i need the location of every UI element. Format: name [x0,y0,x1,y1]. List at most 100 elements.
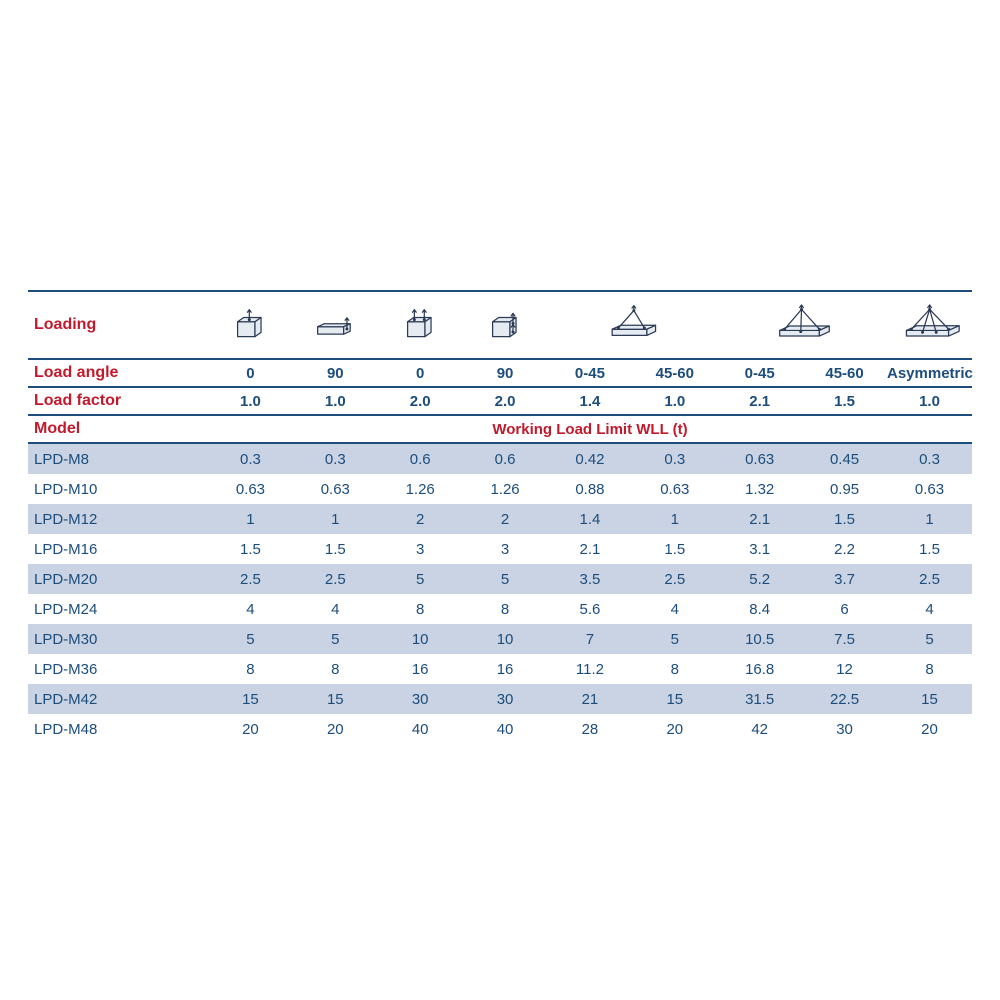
table-row: LPD-M80.30.30.60.60.420.30.630.450.3 [28,443,972,474]
wll-cell: 1 [293,504,378,534]
wll-cell: 1.5 [293,534,378,564]
wll-cell: 15 [208,684,293,714]
model-cell: LPD-M42 [28,684,208,714]
wll-cell: 16 [378,654,463,684]
wll-cell: 0.88 [548,474,633,504]
model-cell: LPD-M16 [28,534,208,564]
wll-cell: 8 [293,654,378,684]
wll-cell: 2.1 [548,534,633,564]
loading-icon [378,291,463,359]
wll-cell: 11.2 [548,654,633,684]
wll-cell: 0.3 [632,443,717,474]
wll-cell: 3.7 [802,564,887,594]
wll-cell: 2.2 [802,534,887,564]
wll-cell: 1.26 [378,474,463,504]
wll-cell: 40 [378,714,463,744]
wll-cell: 0.3 [208,443,293,474]
wll-cell: 16.8 [717,654,802,684]
angle-value: 45-60 [632,359,717,387]
factor-label: Load factor [28,387,208,415]
loading-icon [717,291,887,359]
wll-cell: 42 [717,714,802,744]
angle-value: 90 [463,359,548,387]
model-cell: LPD-M48 [28,714,208,744]
wll-cell: 3 [378,534,463,564]
page: Loading Load angle 0900900-4545-600-4545… [0,0,1000,1000]
factor-value: 1.5 [802,387,887,415]
wll-cell: 30 [378,684,463,714]
angle-value: Asymmetric [887,359,972,387]
wll-cell: 5 [378,564,463,594]
table-row: LPD-M161.51.5332.11.53.12.21.5 [28,534,972,564]
wll-cell: 0.42 [548,443,633,474]
wll-cell: 1.4 [548,504,633,534]
wll-cell: 1 [632,504,717,534]
wll-cell: 7 [548,624,633,654]
wll-cell: 8.4 [717,594,802,624]
wll-cell: 1.5 [802,504,887,534]
wll-cell: 1.32 [717,474,802,504]
wll-cell: 0.63 [632,474,717,504]
model-cell: LPD-M36 [28,654,208,684]
loading-icon [548,291,718,359]
wll-cell: 7.5 [802,624,887,654]
wll-cell: 2 [463,504,548,534]
wll-cell: 2.5 [887,564,972,594]
wll-cell: 4 [632,594,717,624]
angle-value: 0 [378,359,463,387]
model-cell: LPD-M8 [28,443,208,474]
loading-icon [463,291,548,359]
table-row: LPD-M1211221.412.11.51 [28,504,972,534]
angle-label: Load angle [28,359,208,387]
loading-icon [887,291,972,359]
table-row: LPD-M100.630.631.261.260.880.631.320.950… [28,474,972,504]
wll-cell: 8 [208,654,293,684]
factor-value: 1.0 [208,387,293,415]
wll-cell: 5 [208,624,293,654]
wll-cell: 4 [208,594,293,624]
table-row: LPD-M4215153030211531.522.515 [28,684,972,714]
wll-cell: 21 [548,684,633,714]
model-cell: LPD-M12 [28,504,208,534]
angle-value: 0-45 [717,359,802,387]
wll-cell: 0.6 [463,443,548,474]
angle-value: 0-45 [548,359,633,387]
wll-cell: 28 [548,714,633,744]
wll-cell: 31.5 [717,684,802,714]
wll-cell: 0.63 [208,474,293,504]
wll-cell: 20 [887,714,972,744]
wll-cell: 6 [802,594,887,624]
wll-cell: 8 [632,654,717,684]
wll-cell: 30 [802,714,887,744]
model-cell: LPD-M30 [28,624,208,654]
header-row-angle: Load angle 0900900-4545-600-4545-60Asymm… [28,359,972,387]
wll-cell: 1 [887,504,972,534]
wll-cell: 40 [463,714,548,744]
wll-label: Working Load Limit WLL (t) [208,415,972,443]
factor-value: 1.0 [632,387,717,415]
wll-cell: 20 [293,714,378,744]
wll-cell: 1.5 [887,534,972,564]
wll-cell: 5.2 [717,564,802,594]
wll-cell: 0.95 [802,474,887,504]
loading-icon [293,291,378,359]
angle-value: 45-60 [802,359,887,387]
angle-value: 0 [208,359,293,387]
wll-cell: 2.5 [632,564,717,594]
table-row: LPD-M48202040402820423020 [28,714,972,744]
wll-cell: 4 [887,594,972,624]
wll-cell: 5 [632,624,717,654]
wll-cell: 12 [802,654,887,684]
wll-cell: 0.3 [887,443,972,474]
wll-cell: 16 [463,654,548,684]
wll-cell: 2.5 [208,564,293,594]
factor-value: 1.0 [887,387,972,415]
wll-cell: 0.6 [378,443,463,474]
wll-cell: 15 [293,684,378,714]
wll-cell: 4 [293,594,378,624]
table-row: LPD-M202.52.5553.52.55.23.72.5 [28,564,972,594]
wll-cell: 5 [463,564,548,594]
loading-icon [208,291,293,359]
wll-cell: 0.63 [717,443,802,474]
wll-cell: 5 [293,624,378,654]
